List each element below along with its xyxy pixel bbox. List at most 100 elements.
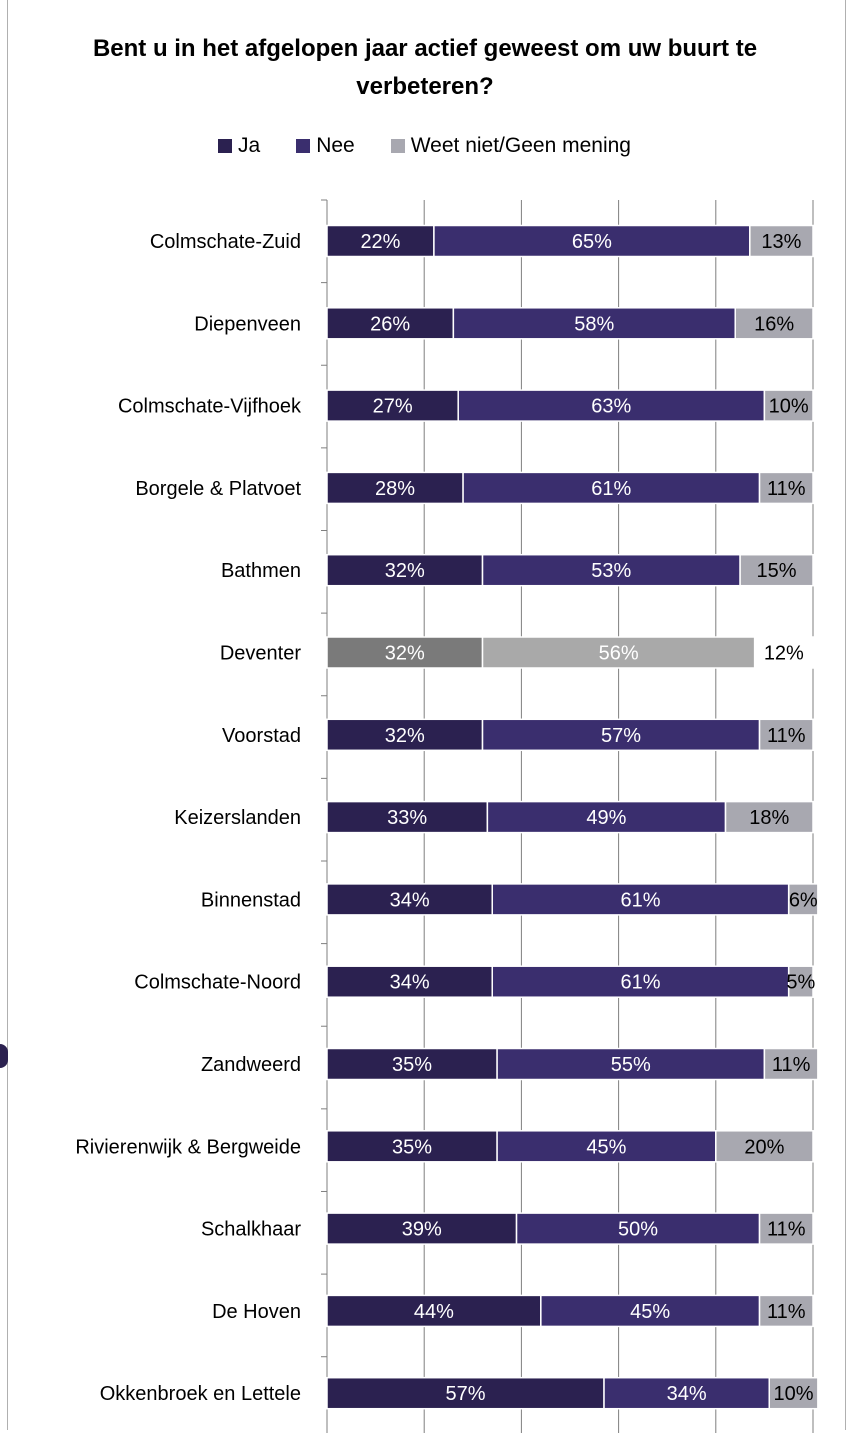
data-label: 11% xyxy=(772,1054,811,1076)
bar-segment xyxy=(715,1130,814,1163)
category-label: Rivierenwijk & Bergweide xyxy=(75,1136,301,1158)
data-label: 5% xyxy=(786,972,815,994)
legend-swatch-ja xyxy=(218,139,233,153)
bar-segment xyxy=(787,883,819,916)
bar-segment xyxy=(739,553,814,587)
data-label: 65% xyxy=(572,231,612,253)
data-label: 63% xyxy=(591,396,631,418)
category-label: Schalkhaar xyxy=(201,1219,301,1241)
category-label: Keizerslanden xyxy=(174,807,301,829)
bar-segment xyxy=(326,1047,498,1081)
category-label: Voorstad xyxy=(222,725,301,747)
data-label: 12% xyxy=(764,643,804,665)
data-label: 61% xyxy=(620,889,660,911)
bar-segment xyxy=(758,1212,814,1245)
data-label: 45% xyxy=(586,1136,626,1158)
category-label: Colmschate-Noord xyxy=(134,972,301,994)
category-label: Borgele & Platvoet xyxy=(135,478,301,500)
category-label: Okkenbroek en Lettele xyxy=(100,1383,301,1405)
data-label: 26% xyxy=(370,313,410,335)
bar-segment xyxy=(326,1294,542,1328)
data-label: 27% xyxy=(373,396,413,418)
legend-label-nee: Nee xyxy=(316,134,355,157)
data-label: 18% xyxy=(749,807,789,829)
chart-frame xyxy=(7,0,846,1430)
data-label: 61% xyxy=(620,972,660,994)
bar-segment xyxy=(326,471,464,505)
data-label: 58% xyxy=(574,313,614,335)
bar-segment xyxy=(763,1047,819,1081)
legend-label-weet-niet: Weet niet/Geen mening xyxy=(410,134,631,157)
data-label: 32% xyxy=(385,643,425,665)
bar-segment xyxy=(326,224,435,258)
category-label: Colmschate-Vijfhoek xyxy=(118,396,302,418)
bar-segment xyxy=(515,1212,761,1245)
data-label: 34% xyxy=(390,889,430,911)
bar-segment xyxy=(326,1130,498,1163)
legend-item-nee: Nee xyxy=(296,134,355,158)
data-label: 44% xyxy=(414,1301,454,1323)
bar-segment xyxy=(734,307,814,340)
data-label: 10% xyxy=(769,396,809,418)
data-label: 28% xyxy=(375,478,415,500)
data-label: 6% xyxy=(789,889,818,911)
data-label: 20% xyxy=(744,1136,784,1158)
data-label: 33% xyxy=(387,807,427,829)
category-label: Diepenveen xyxy=(194,313,301,335)
legend-swatch-weet-niet xyxy=(390,139,405,153)
bar-segment xyxy=(326,883,493,916)
data-label: 11% xyxy=(767,1301,806,1323)
side-marker xyxy=(0,1044,8,1068)
legend-item-ja: Ja xyxy=(218,134,260,158)
bar-segment xyxy=(491,965,790,998)
data-label: 11% xyxy=(767,478,806,500)
data-label: 13% xyxy=(761,231,801,253)
bar-segment xyxy=(326,389,459,422)
bar-segment xyxy=(481,718,761,752)
bar-segment xyxy=(496,1130,717,1163)
bar-segment xyxy=(768,1376,819,1410)
bar-segment xyxy=(787,965,814,998)
data-label: 22% xyxy=(360,231,400,253)
bar-segment xyxy=(749,224,814,258)
category-label: De Hoven xyxy=(212,1301,301,1323)
legend-swatch-nee xyxy=(296,139,311,153)
bar-segment xyxy=(326,307,455,340)
legend-item-weet-niet: Weet niet/Geen mening xyxy=(390,134,631,158)
data-label: 11% xyxy=(767,725,806,747)
data-label: 35% xyxy=(392,1136,432,1158)
bar-segment xyxy=(486,800,727,834)
data-label: 50% xyxy=(618,1219,658,1241)
category-label: Zandweerd xyxy=(201,1054,301,1076)
bar-segment xyxy=(763,389,814,422)
data-label: 57% xyxy=(445,1383,485,1405)
data-label: 16% xyxy=(754,313,794,335)
bar-segment xyxy=(758,718,814,752)
data-label: 11% xyxy=(767,1219,806,1241)
bar-segment xyxy=(491,883,790,916)
category-label: Deventer xyxy=(220,643,301,665)
data-label: 32% xyxy=(385,560,425,582)
data-label: 10% xyxy=(774,1383,814,1405)
data-label: 55% xyxy=(611,1054,651,1076)
bar-segment xyxy=(724,800,814,834)
data-label: 32% xyxy=(385,725,425,747)
chart-legend: Ja Nee Weet niet/Geen mening xyxy=(0,134,849,158)
bar-segment xyxy=(496,1047,766,1081)
data-label: 15% xyxy=(757,560,797,582)
data-label: 61% xyxy=(591,478,631,500)
category-label: Colmschate-Zuid xyxy=(150,231,301,253)
legend-label-ja: Ja xyxy=(238,134,261,157)
data-label: 57% xyxy=(601,725,641,747)
bar-segment xyxy=(603,1376,771,1410)
bar-segment xyxy=(326,636,484,669)
data-label: 34% xyxy=(667,1383,707,1405)
category-label: Binnenstad xyxy=(201,889,301,911)
bar-segment xyxy=(462,471,761,505)
data-label: 35% xyxy=(392,1054,432,1076)
data-label: 34% xyxy=(390,972,430,994)
data-label: 56% xyxy=(599,643,639,665)
data-label: 39% xyxy=(402,1219,442,1241)
bar-segment xyxy=(452,307,736,340)
